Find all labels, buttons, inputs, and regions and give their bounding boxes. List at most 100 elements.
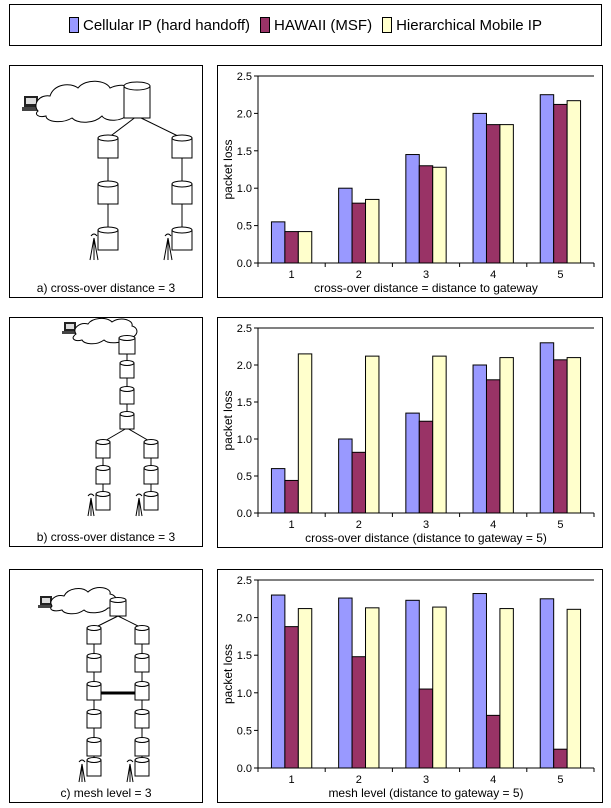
bar-hierarchical-mobile-ip-2 — [365, 198, 380, 264]
diagram-caption: b) cross-over distance = 3 — [36, 530, 176, 544]
x-tick-label: 2 — [356, 774, 362, 786]
router-node — [143, 465, 159, 485]
chart-panel-b: 0.0 0.5 1.0 1.5 2.0 2.5 packet loss 1 2 3 4 5 cross-… — [217, 317, 603, 548]
router-node — [86, 681, 102, 701]
base-station-node — [95, 491, 111, 511]
bar-hawaii-msf--5 — [553, 359, 568, 514]
laptop-icon — [38, 596, 54, 608]
antenna-icon — [87, 493, 95, 517]
router-node — [134, 709, 150, 729]
y-tick-label: 1.0 — [237, 688, 252, 700]
x-tick-label: 5 — [557, 269, 563, 281]
bar-hawaii-msf--3 — [418, 688, 434, 769]
bar-cellular-ip-hard-handoff--5 — [539, 598, 555, 769]
router-node — [119, 386, 135, 405]
bar-hawaii-msf--2 — [351, 451, 367, 514]
x-axis-label: cross-over distance = distance to gatewa… — [314, 281, 538, 295]
base-station-node — [97, 226, 119, 251]
antenna-icon — [126, 759, 134, 783]
diagram-caption: c) mesh level = 3 — [60, 786, 152, 800]
router-node — [118, 335, 136, 355]
legend-entry-hawaii: HAWAII (MSF) — [260, 17, 372, 34]
bar-hierarchical-mobile-ip-1 — [297, 608, 313, 769]
bar-hierarchical-mobile-ip-3 — [432, 166, 447, 264]
router-node — [109, 597, 127, 617]
y-axis-label: packet loss — [221, 390, 235, 450]
router-node — [86, 737, 102, 757]
chart-panel-a: 0.0 0.5 1.0 1.5 2.0 2.5 packet loss 1 2 3 4 5 cross-… — [217, 65, 603, 298]
legend-entry-hmip: Hierarchical Mobile IP — [382, 17, 542, 34]
x-axis-label: mesh level (distance to gateway = 5) — [328, 786, 523, 800]
router-node — [97, 134, 119, 159]
x-tick-label: 2 — [356, 269, 362, 281]
antenna-icon — [135, 493, 143, 517]
legend-swatch-cellular-ip — [69, 17, 79, 33]
router-node — [95, 439, 111, 459]
mesh-topology-c — [38, 587, 150, 783]
legend: Cellular IP (hard handoff) HAWAII (MSF) … — [9, 4, 602, 46]
bar-hawaii-msf--5 — [553, 103, 568, 264]
laptop-icon — [62, 322, 78, 334]
x-axis-label: cross-over distance (distance to gateway… — [305, 531, 547, 545]
x-tick-label: 5 — [557, 774, 563, 786]
router-node — [134, 625, 150, 645]
router-node — [123, 81, 151, 119]
bar-cellular-ip-hard-handoff--3 — [405, 412, 420, 514]
x-tick-label: 1 — [289, 519, 295, 531]
bar-hawaii-msf--5 — [553, 748, 568, 769]
y-tick-label: 1.0 — [237, 183, 252, 195]
x-tick-label: 3 — [423, 269, 429, 281]
bar-hierarchical-mobile-ip-5 — [566, 357, 582, 514]
bar-cellular-ip-hard-handoff--4 — [472, 364, 487, 514]
bar-cellular-ip-hard-handoff--1 — [270, 468, 286, 514]
base-station-node — [86, 757, 102, 777]
y-tick-label: 2.0 — [237, 360, 252, 372]
router-node — [86, 653, 102, 673]
x-tick-label: 3 — [423, 774, 429, 786]
x-tick-label: 1 — [289, 269, 295, 281]
x-tick-label: 4 — [490, 774, 496, 786]
y-tick-label: 0.5 — [237, 471, 252, 483]
legend-label-cellular-ip: Cellular IP (hard handoff) — [83, 16, 251, 34]
y-axis-label: packet loss — [221, 139, 235, 199]
legend-swatch-hmip — [382, 17, 393, 33]
bar-hawaii-msf--4 — [485, 124, 501, 264]
router-node — [143, 439, 159, 459]
bar-hierarchical-mobile-ip-1 — [297, 353, 313, 514]
bar-hierarchical-mobile-ip-4 — [499, 608, 514, 769]
bar-cellular-ip-hard-handoff--2 — [338, 187, 353, 264]
cloud-shape — [50, 587, 117, 615]
base-station-node — [134, 757, 150, 777]
x-tick-label: 3 — [423, 519, 429, 531]
bar-cellular-ip-hard-handoff--5 — [539, 342, 555, 514]
bar-hawaii-msf--1 — [284, 626, 299, 769]
bar-hierarchical-mobile-ip-1 — [297, 231, 313, 264]
bar-hierarchical-mobile-ip-3 — [432, 606, 447, 769]
antenna-icon — [163, 233, 173, 261]
bar-cellular-ip-hard-handoff--2 — [338, 438, 353, 514]
topology-diagram-b: b) cross-over distance = 3 — [9, 317, 203, 547]
y-tick-label: 1.5 — [237, 397, 252, 409]
bar-hawaii-msf--4 — [485, 714, 501, 769]
bar-cellular-ip-hard-handoff--4 — [472, 112, 487, 264]
bar-cellular-ip-hard-handoff--5 — [539, 94, 555, 264]
y-tick-label: 2.0 — [237, 108, 252, 120]
router-node — [171, 180, 193, 205]
router-node — [86, 625, 102, 645]
y-axis-label: packet loss — [221, 644, 235, 704]
tree-topology-b — [62, 318, 159, 517]
legend-entry-cellular-ip: Cellular IP (hard handoff) — [69, 17, 250, 34]
bar-cellular-ip-hard-handoff--3 — [405, 599, 420, 769]
bar-hierarchical-mobile-ip-5 — [566, 608, 582, 769]
diagram-caption: a) cross-over distance = 3 — [36, 281, 176, 295]
y-tick-label: 0.5 — [237, 221, 252, 233]
chart-panel-c: 0.0 0.5 1.0 1.5 2.0 2.5 packet loss 1 2 3 4 5 mesh l… — [217, 569, 603, 803]
y-tick-label: 2.5 — [237, 323, 252, 335]
bar-hawaii-msf--4 — [485, 379, 501, 514]
bar-hawaii-msf--2 — [351, 656, 367, 769]
topology-diagram-c: c) mesh level = 3 — [9, 569, 203, 803]
bar-cellular-ip-hard-handoff--3 — [405, 154, 420, 264]
router-node — [134, 737, 150, 757]
y-tick-label: 1.0 — [237, 434, 252, 446]
router-node — [119, 360, 135, 379]
